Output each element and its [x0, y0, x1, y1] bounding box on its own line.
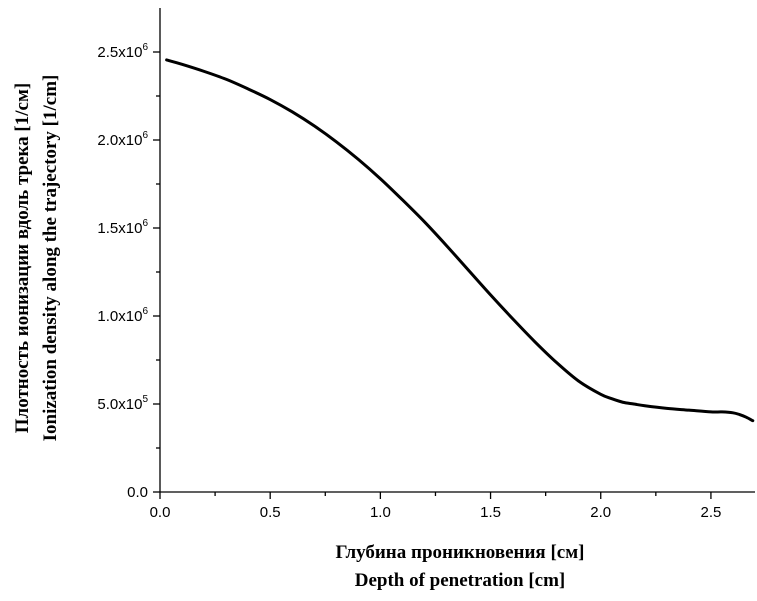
ticks	[153, 51, 712, 499]
x-tick-label: 0.5	[260, 504, 281, 521]
y-axis-title-line-1: Плотность ионизации вдоль трека [1/см]	[12, 83, 33, 434]
x-tick-label: 1.5	[480, 504, 501, 521]
y-tick-label: 1.0x106	[97, 306, 148, 325]
x-tick-label: 0.0	[150, 504, 171, 521]
axes	[159, 8, 755, 493]
tick-labels: 0.0 0.5 1.0 1.5 2.0 2.5 0.0 5.0x105 1.0x106 1.5x1…	[97, 42, 721, 521]
series-line	[165, 58, 755, 423]
x-tick-label: 2.0	[590, 504, 611, 521]
x-axis-title-line-2: Depth of penetration [cm]	[355, 570, 566, 591]
y-tick-label: 1.5x106	[97, 218, 148, 237]
x-tick-label: 1.0	[370, 504, 391, 521]
y-tick-label: 0.0	[127, 484, 148, 501]
series-layer	[165, 58, 755, 423]
x-tick-label: 2.5	[700, 504, 721, 521]
y-tick-label: 2.0x106	[97, 130, 148, 149]
y-tick-label: 5.0x105	[97, 394, 148, 413]
y-tick-label: 2.5x106	[97, 42, 148, 61]
y-axis-title-line-2: Ionization density along the trajectory …	[40, 75, 61, 442]
x-axis-title-line-1: Глубина проникновения [см]	[336, 542, 585, 563]
